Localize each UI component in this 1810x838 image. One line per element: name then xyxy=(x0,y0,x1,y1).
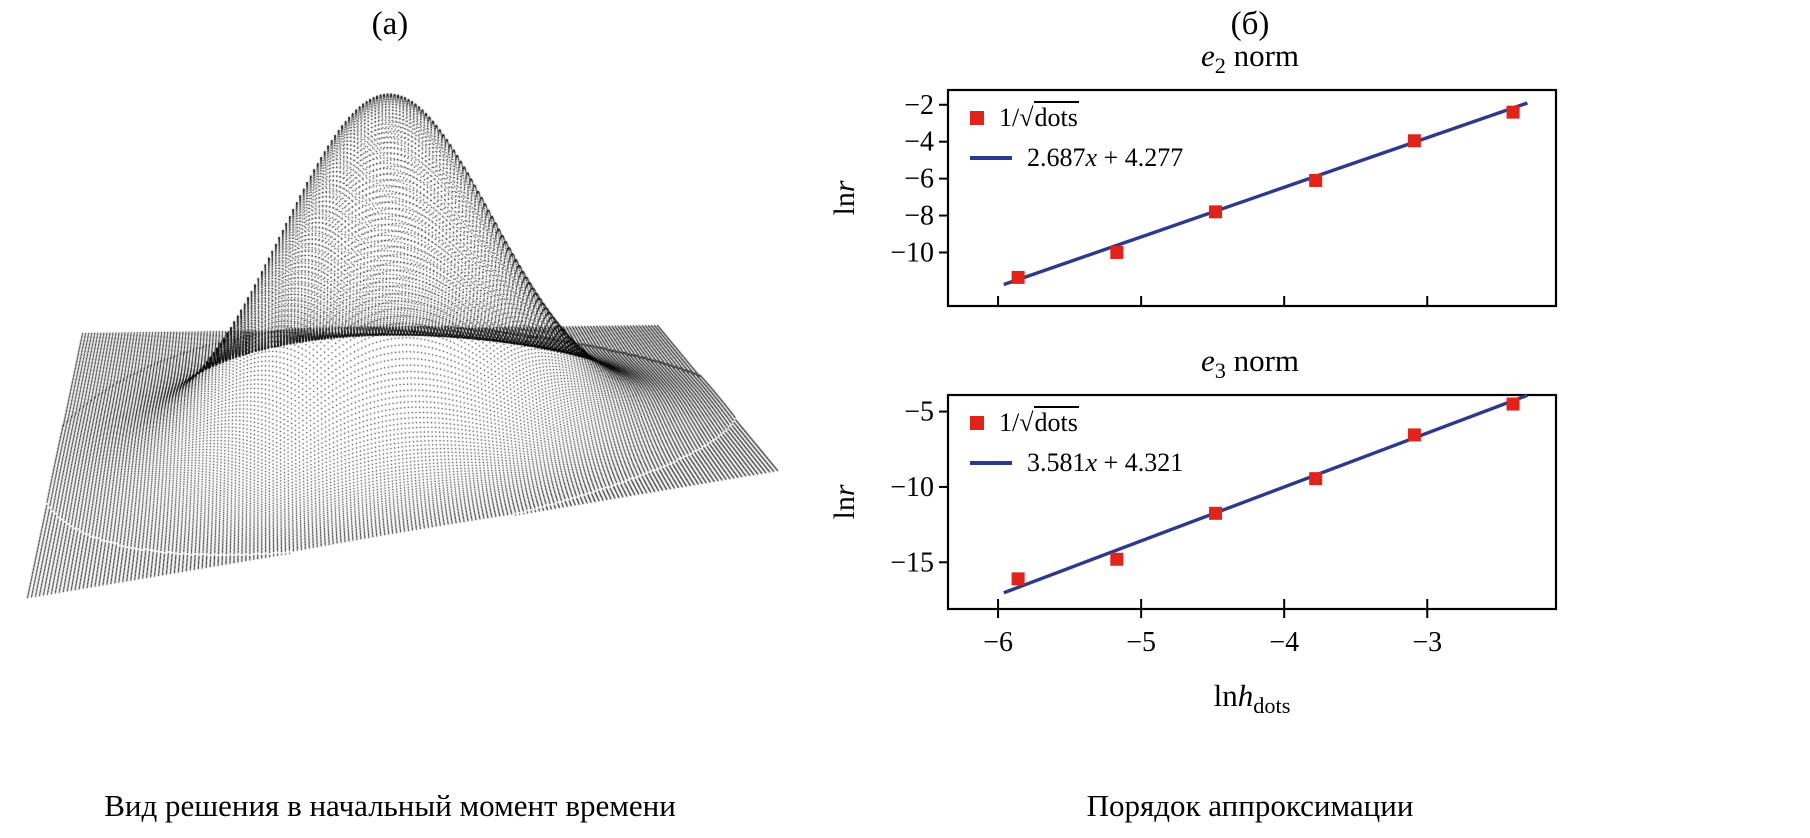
data-point-marker xyxy=(1209,506,1223,520)
axis-ticks: −6 −5 −4 −3 −5 −10 −15 xyxy=(890,397,1442,658)
fit-intercept: + 4.277 xyxy=(1097,143,1184,172)
x-tick-label: −6 xyxy=(983,627,1013,658)
plot-e2-title-sub: 2 xyxy=(1214,53,1226,79)
data-point-marker xyxy=(1110,552,1124,566)
plot-e2-legend-fit-label: 2.687x + 4.277 xyxy=(1027,143,1183,173)
legend-square-marker-icon xyxy=(970,416,984,430)
surface-plot-canvas xyxy=(12,25,812,625)
plot-e3-title-rest: norm xyxy=(1225,343,1300,378)
data-point-marker xyxy=(1309,472,1323,486)
y-tick-label: −10 xyxy=(890,472,934,503)
data-point-marker xyxy=(1309,173,1323,187)
plot-e3-title-var: e xyxy=(1200,343,1215,378)
legend-square-marker-icon xyxy=(970,111,984,125)
sqrt-prefix: 1/√ xyxy=(999,408,1034,437)
fit-line xyxy=(1003,393,1528,595)
plot-e2-title-rest: norm xyxy=(1225,38,1300,73)
plot-e2-legend: 1/√dots 2.687x + 4.277 xyxy=(970,98,1183,178)
data-point-marker xyxy=(1407,134,1421,148)
plot-e3: −6 −5 −4 −3 −5 −10 −15 xyxy=(890,393,1558,658)
plot-e3-ylabel-var: r xyxy=(828,484,861,497)
plot-e2-title-var: e xyxy=(1200,38,1215,73)
caption-b: Порядок аппроксимации xyxy=(1086,788,1414,823)
plot-e2-legend-marker-label: 1/√dots xyxy=(999,101,1079,133)
plot-e2: −2 −4 −6 −8 −10 xyxy=(890,88,1558,308)
x-axis-label: lnhdots xyxy=(952,678,1552,719)
data-point-marker xyxy=(1407,428,1421,442)
y-tick-label: −15 xyxy=(890,547,934,578)
plot-e2-title: e2 norm xyxy=(945,38,1555,79)
y-tick-label: −4 xyxy=(904,127,934,158)
plot-e3-legend-fit-row: 3.581x + 4.321 xyxy=(970,443,1183,483)
data-point-marker xyxy=(1506,105,1520,119)
plot-e2-legend-fit-row: 2.687x + 4.277 xyxy=(970,138,1183,178)
x-tick-label: −3 xyxy=(1412,627,1442,658)
caption-a: Вид решения в начальный момент времени xyxy=(104,788,676,823)
sqrt-prefix: 1/√ xyxy=(999,103,1034,132)
plot-e2-ylabel: lnr xyxy=(828,180,862,215)
plot-e3-wrap: −6 −5 −4 −3 −5 −10 −15 1/√dots 3.581x + 4.321 xyxy=(870,385,1570,673)
axis-ticks: −2 −4 −6 −8 −10 xyxy=(890,90,1429,306)
legend-line-marker-icon xyxy=(970,156,1012,160)
x-axis-label-ln: ln xyxy=(1213,678,1238,713)
plot-e2-ylabel-var: r xyxy=(828,180,861,193)
plot-e3-ylabel: lnr xyxy=(828,484,862,519)
plot-e3-legend-marker-row: 1/√dots xyxy=(970,403,1183,443)
y-tick-label: −6 xyxy=(904,164,934,195)
data-point-marker xyxy=(1011,270,1025,284)
x-axis-label-var: h xyxy=(1237,678,1254,713)
x-axis-label-sub: dots xyxy=(1253,693,1291,719)
plot-e3-title-sub: 3 xyxy=(1214,358,1226,384)
x-tick-label: −5 xyxy=(1126,627,1156,658)
data-point-marker xyxy=(1506,397,1520,411)
fit-intercept: + 4.321 xyxy=(1097,448,1184,477)
plot-e2-legend-marker-row: 1/√dots xyxy=(970,98,1183,138)
plot-e2-wrap: −2 −4 −6 −8 −10 1/√dots 2.687x + 4.277 xyxy=(870,80,1570,320)
plot-e3-ylabel-ln: ln xyxy=(828,496,861,520)
plot-e3-title: e3 norm xyxy=(945,343,1555,384)
plot-frame xyxy=(946,393,1558,611)
y-tick-label: −2 xyxy=(904,90,934,121)
fit-slope: 2.687 xyxy=(1027,143,1086,172)
sqrt-radicand: dots xyxy=(1033,406,1079,437)
y-tick-label: −8 xyxy=(904,201,934,232)
plot-frame xyxy=(946,88,1558,308)
plot-e3-legend-fit-label: 3.581x + 4.321 xyxy=(1027,448,1183,478)
data-points xyxy=(1011,105,1520,284)
plot-e3-legend-marker-label: 1/√dots xyxy=(999,406,1079,438)
fit-var: x xyxy=(1085,143,1098,172)
data-point-marker xyxy=(1110,245,1124,259)
data-point-marker xyxy=(1209,205,1223,219)
data-points xyxy=(1011,397,1520,586)
y-tick-label: −5 xyxy=(904,397,934,428)
panel-b-label: (б) xyxy=(1230,6,1270,42)
fit-line xyxy=(1003,101,1528,287)
x-tick-label: −4 xyxy=(1269,627,1299,658)
fit-var: x xyxy=(1085,448,1098,477)
y-tick-label: −10 xyxy=(890,237,934,268)
legend-line-marker-icon xyxy=(970,461,1012,465)
plot-e3-legend: 1/√dots 3.581x + 4.321 xyxy=(970,403,1183,483)
plot-e2-ylabel-ln: ln xyxy=(828,192,861,216)
sqrt-radicand: dots xyxy=(1033,101,1079,132)
fit-slope: 3.581 xyxy=(1027,448,1086,477)
data-point-marker xyxy=(1011,572,1025,586)
